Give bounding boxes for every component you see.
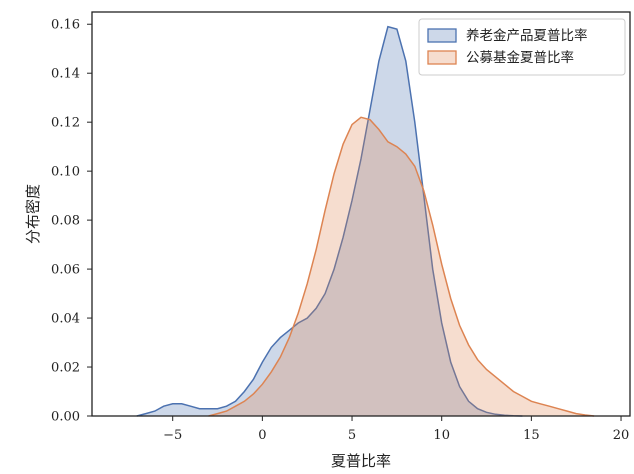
legend-label-1: 公募基金夏普比率 [466, 49, 574, 66]
y-tick-label: 0.00 [51, 410, 80, 425]
x-tick-label: 0 [258, 428, 266, 443]
legend-swatch-0 [427, 28, 457, 43]
x-axis-label: 夏普比率 [331, 452, 391, 470]
y-tick-label: 0.12 [51, 116, 80, 131]
x-tick-label: 15 [523, 428, 540, 443]
y-axis-label: 分布密度 [24, 184, 42, 244]
legend-label-0: 养老金产品夏普比率 [466, 27, 588, 44]
series-area-1 [208, 117, 595, 417]
y-tick-label: 0.08 [51, 214, 80, 229]
plot-area [136, 25, 595, 417]
legend-box [418, 18, 626, 76]
series-area-0 [136, 26, 523, 416]
y-tick-label: 0.04 [51, 312, 80, 327]
y-tick-label: 0.06 [51, 263, 80, 278]
series-line-1 [208, 116, 595, 417]
series-line-0 [136, 25, 523, 417]
legend-swatch-1 [427, 50, 457, 65]
x-tick-label: 10 [433, 428, 450, 443]
y-tick-label: 0.14 [51, 67, 80, 82]
x-tick-label: 20 [613, 428, 630, 443]
y-tick-label: 0.16 [51, 18, 80, 33]
x-tick-label: −5 [163, 428, 182, 443]
y-tick-label: 0.10 [51, 165, 80, 180]
y-tick-label: 0.02 [51, 361, 80, 376]
plot-frame [91, 11, 631, 417]
axes: −5 0 5 10 15 20 0.00 0.02 0.04 0.06 0.08 0.10 0.12 0.… [24, 11, 631, 470]
x-tick-label: 5 [348, 428, 356, 443]
